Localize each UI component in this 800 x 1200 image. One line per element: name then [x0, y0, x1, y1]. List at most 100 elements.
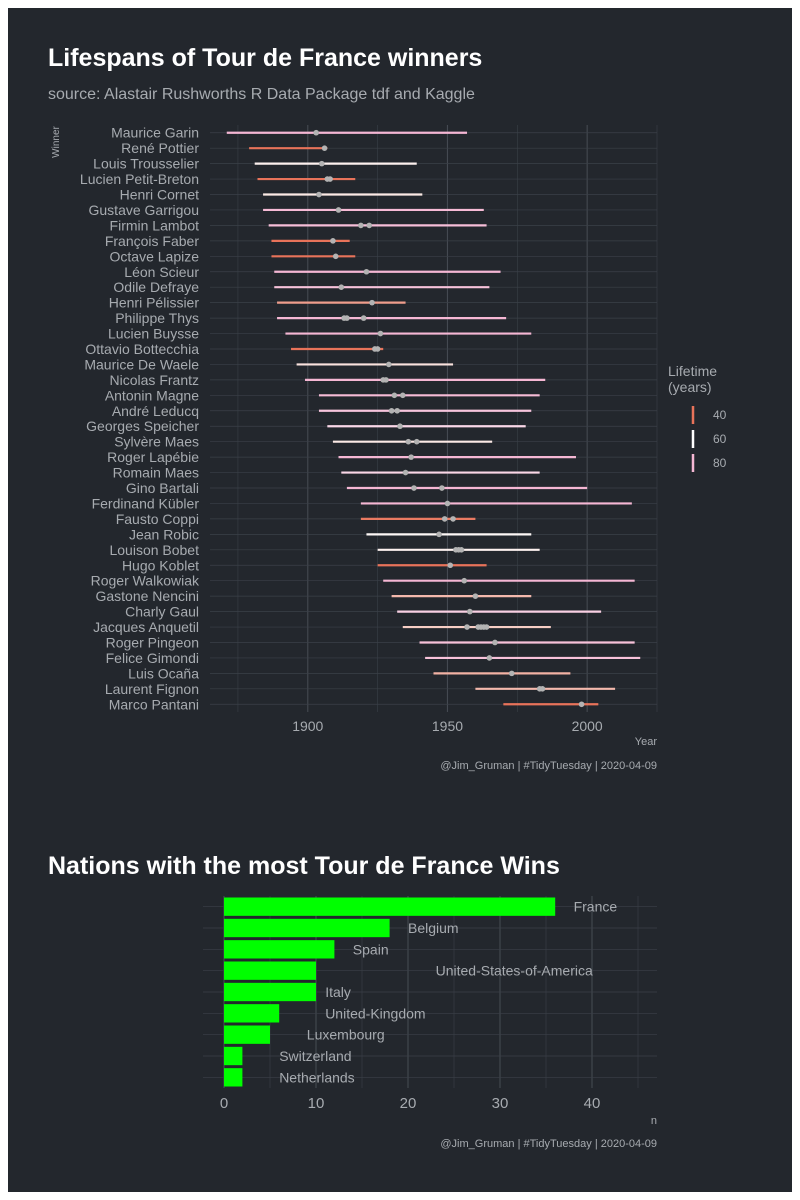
- win-year-point: [374, 346, 381, 352]
- winner-label-romain-maes: Romain Maes: [113, 465, 199, 481]
- winner-label-louison-bobet: Louison Bobet: [109, 542, 199, 558]
- win-year-point: [411, 485, 417, 491]
- win-year-point: [539, 686, 546, 692]
- bar-label-luxembourg: Luxembourg: [307, 1027, 385, 1043]
- bar-belgium: [224, 918, 390, 938]
- lifespan-y-axis-title: Winner: [51, 125, 62, 157]
- winner-label-roger-lapebie: Roger Lapébie: [107, 449, 199, 465]
- winner-label-roger-walkowiak: Roger Walkowiak: [91, 573, 200, 589]
- bar-label-france: France: [574, 899, 618, 915]
- winner-label-francois-faber: François Faber: [105, 233, 199, 249]
- lifespan-chart-title: Lifespans of Tour de France winners: [48, 44, 483, 72]
- bar-label-united-states-of-america: United-States-of-America: [436, 963, 593, 979]
- win-year-point: [321, 145, 328, 151]
- win-year-point: [383, 377, 389, 383]
- winner-label-antonin-magne: Antonin Magne: [105, 387, 199, 403]
- win-year-point: [338, 284, 345, 290]
- nations-x-tick-label: 40: [584, 1095, 601, 1112]
- winner-label-henri-cornet: Henri Cornet: [120, 187, 199, 203]
- win-year-point: [391, 392, 398, 399]
- bar-label-united-kingdom: United-Kingdom: [325, 1005, 425, 1021]
- legend-title: (years): [668, 379, 712, 395]
- bar-label-netherlands: Netherlands: [279, 1069, 355, 1085]
- bar-italy: [224, 982, 316, 1002]
- win-year-point: [483, 624, 490, 630]
- bar-label-spain: Spain: [353, 941, 389, 957]
- winner-label-andre-leducq: André Leducq: [112, 403, 199, 419]
- figure-background: [8, 8, 792, 1192]
- win-year-point: [397, 423, 403, 430]
- win-year-point: [413, 438, 420, 445]
- win-year-point: [467, 608, 473, 615]
- winner-label-gino-bartali: Gino Bartali: [126, 480, 199, 496]
- legend-label-60: 60: [713, 432, 727, 446]
- bar-label-belgium: Belgium: [408, 920, 459, 936]
- win-year-point: [439, 485, 445, 491]
- win-year-point: [344, 315, 350, 321]
- win-year-point: [492, 639, 498, 646]
- win-year-point: [578, 701, 585, 708]
- winner-label-lucien-buysse: Lucien Buysse: [108, 326, 199, 342]
- win-year-point: [444, 500, 451, 507]
- win-year-point: [335, 207, 342, 213]
- win-year-point: [332, 253, 339, 260]
- winner-label-sylvere-maes: Sylvère Maes: [114, 434, 199, 450]
- winner-label-philippe-thys: Philippe Thys: [115, 310, 199, 326]
- bar-united-kingdom: [224, 1004, 280, 1023]
- winner-label-jacques-anquetil: Jacques Anquetil: [93, 619, 199, 635]
- nations-x-tick-label: 0: [220, 1095, 228, 1112]
- winner-label-marco-pantani: Marco Pantani: [109, 696, 199, 712]
- winner-label-lucien-petit-breton: Lucien Petit-Breton: [80, 171, 199, 187]
- lifespan-x-tick-label: 1950: [432, 718, 463, 734]
- win-year-point: [316, 191, 322, 198]
- win-year-point: [327, 176, 333, 182]
- winner-label-louis-trousselier: Louis Trousselier: [93, 156, 199, 172]
- lifespan-chart-caption: @Jim_Gruman | #TidyTuesday | 2020-04-09: [440, 760, 657, 772]
- win-year-point: [386, 361, 392, 368]
- winner-label-luis-ocana: Luis Ocaña: [128, 665, 199, 681]
- win-year-point: [408, 454, 414, 460]
- win-year-point: [508, 670, 515, 677]
- lifespan-x-tick-label: 1900: [292, 718, 323, 734]
- nations-chart-caption: @Jim_Gruman | #TidyTuesday | 2020-04-09: [440, 1138, 657, 1150]
- win-year-point: [366, 222, 373, 229]
- win-year-point: [369, 299, 375, 306]
- winner-label-leon-scieur: Léon Scieur: [124, 264, 199, 280]
- lifespan-x-tick-label: 2000: [572, 718, 603, 734]
- nations-x-tick-label: 20: [400, 1095, 417, 1112]
- nations-x-tick-label: 10: [308, 1095, 325, 1112]
- win-year-point: [399, 392, 406, 399]
- winner-label-jean-robic: Jean Robic: [129, 526, 199, 542]
- nations-x-tick-label: 30: [492, 1095, 509, 1112]
- winner-label-roger-pingeon: Roger Pingeon: [106, 634, 199, 650]
- win-year-point: [472, 593, 479, 599]
- winner-label-octave-lapize: Octave Lapize: [110, 248, 200, 264]
- bar-luxembourg: [224, 1025, 270, 1044]
- winner-label-henri-pelissier: Henri Pélissier: [109, 295, 200, 311]
- win-year-point: [405, 438, 412, 445]
- lifespan-chart-subtitle: source: Alastair Rushworths R Data Packa…: [48, 86, 475, 103]
- win-year-point: [360, 315, 367, 321]
- winner-label-georges-speicher: Georges Speicher: [86, 418, 199, 434]
- win-year-point: [358, 222, 364, 229]
- bar-label-italy: Italy: [325, 984, 351, 1000]
- winner-label-gustave-garrigou: Gustave Garrigou: [89, 202, 200, 218]
- winner-label-ferdinand-kubler: Ferdinand Kübler: [92, 495, 200, 511]
- win-year-point: [447, 562, 454, 569]
- winner-label-laurent-fignon: Laurent Fignon: [105, 681, 199, 697]
- win-year-point: [363, 268, 370, 275]
- win-year-point: [330, 238, 336, 244]
- winner-label-felice-gimondi: Felice Gimondi: [106, 650, 199, 666]
- bar-label-switzerland: Switzerland: [279, 1048, 351, 1064]
- legend-label-80: 80: [713, 456, 727, 470]
- legend-label-40: 40: [713, 408, 727, 422]
- winner-label-maurice-garin: Maurice Garin: [111, 125, 199, 141]
- win-year-point: [394, 407, 400, 414]
- win-year-point: [377, 330, 384, 337]
- win-year-point: [450, 516, 456, 522]
- bar-united-states-of-america: [224, 961, 316, 980]
- win-year-point: [318, 160, 325, 167]
- winner-label-gastone-nencini: Gastone Nencini: [95, 588, 199, 604]
- winner-label-maurice-de-waele: Maurice De Waele: [84, 356, 199, 372]
